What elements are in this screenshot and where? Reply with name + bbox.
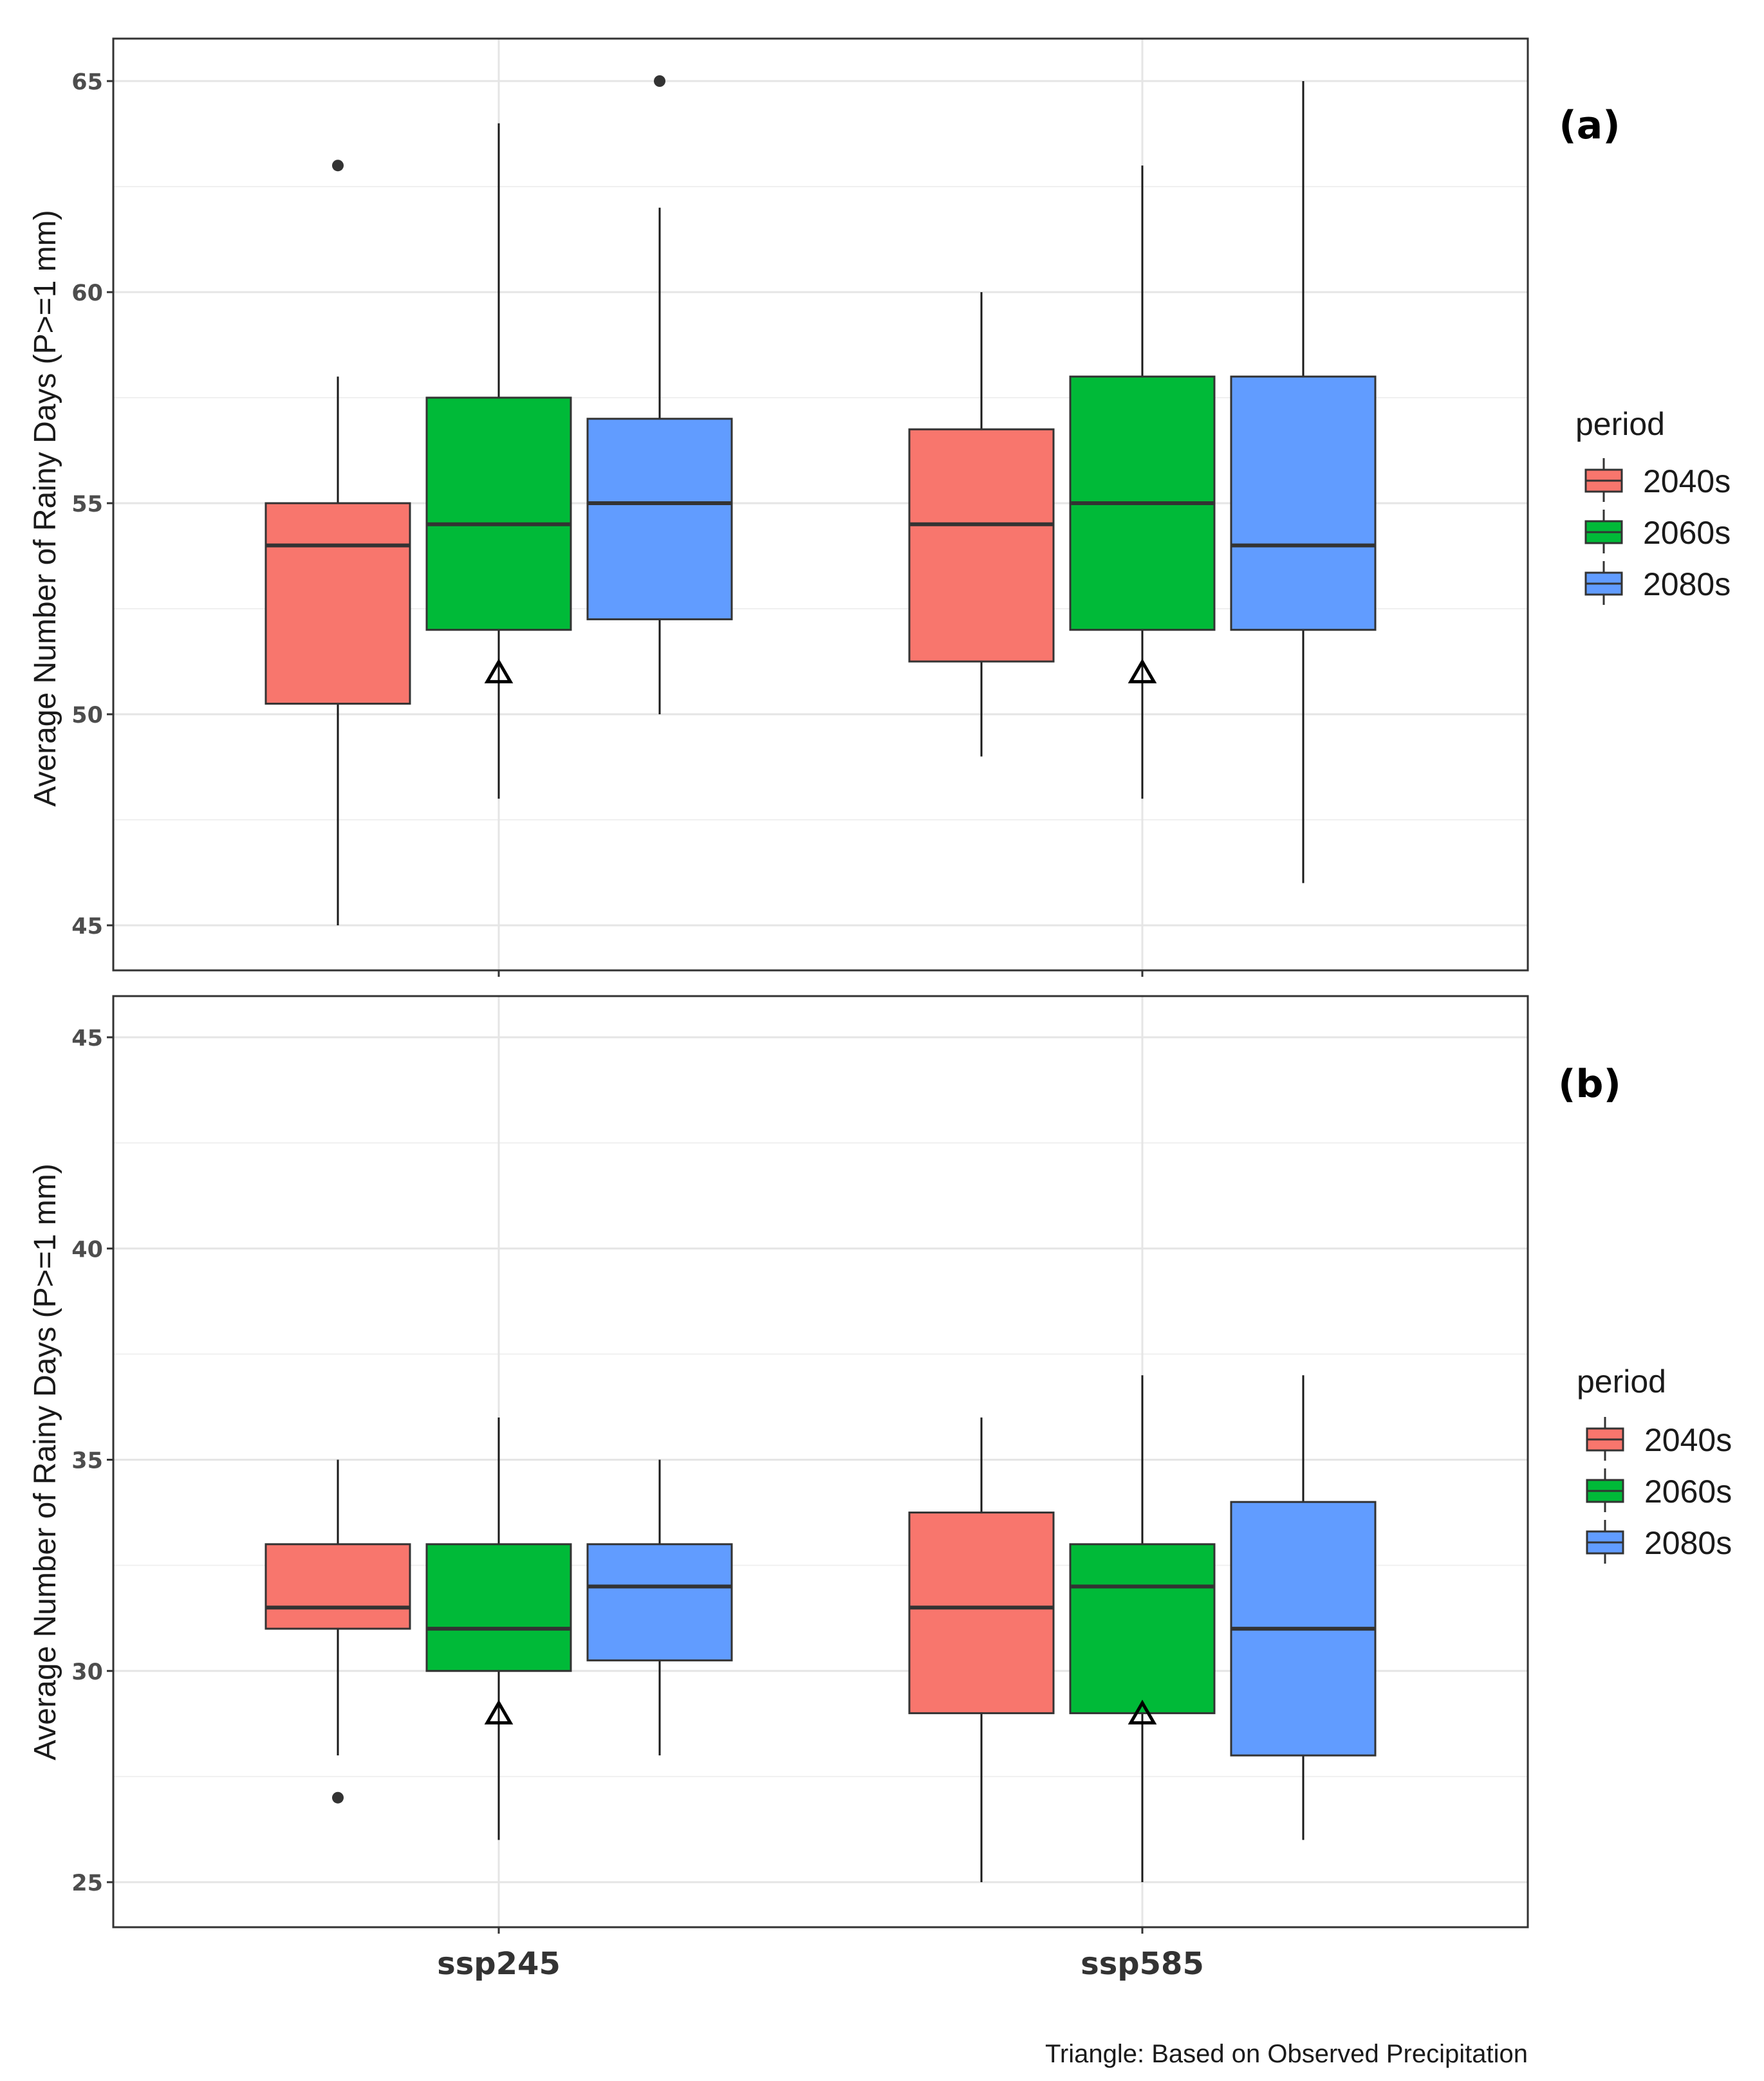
panel-b-ssp585-observed-triangle	[1128, 1699, 1157, 1725]
legend-label-2080s: 2080s	[1644, 1525, 1732, 1561]
legend-panel-b: period 2040s 2060s 2080s	[1577, 1364, 1732, 1564]
panel-b-y-tick-label-25: 25	[71, 1871, 103, 1896]
legend-label-2040s: 2040s	[1643, 463, 1731, 499]
panel-a-ssp245-observed-triangle	[484, 658, 514, 683]
legend-key-2040s	[1584, 458, 1623, 502]
panel-b-border	[112, 995, 1529, 1928]
panel-a-y-tick-label-65: 65	[71, 69, 103, 95]
legend-key-2080s	[1586, 1520, 1624, 1564]
panel-a-ssp245-2060s-box	[425, 396, 572, 631]
figure-caption: Triangle: Based on Observed Precipitatio…	[1045, 2040, 1528, 2068]
panel-a-tag: (a)	[1559, 103, 1620, 148]
panel-a-ssp245-2080s-outlier	[654, 75, 665, 87]
legend-label-2040s: 2040s	[1644, 1422, 1732, 1458]
legend-panel-a: period 2040s 2060s 2080s	[1575, 406, 1731, 605]
legend-label-2080s: 2080s	[1643, 566, 1731, 602]
panel-a-ssp585-observed-triangle	[1128, 658, 1157, 683]
panel-a-ssp585-2080s-box	[1230, 375, 1377, 631]
panel-a-y-tick-label-50: 50	[71, 703, 103, 728]
legend-key-2080s	[1584, 561, 1623, 605]
legend-label-2060s: 2060s	[1644, 1474, 1732, 1510]
panel-a-y-tick-label-60: 60	[71, 281, 103, 306]
panel-b-ssp585-2060s-box	[1069, 1543, 1216, 1714]
panel-b-y-tick-label-30: 30	[71, 1660, 103, 1685]
panel-a-ssp245-2040s-box	[265, 502, 411, 705]
panel-b-ssp245-2080s-box	[586, 1543, 733, 1661]
panel-b-ssp245-2040s-outlier	[332, 1791, 344, 1804]
x-tick-label-ssp245: ssp245	[437, 1946, 561, 1982]
plot-layer: 45 50 55 60 65 25 30 35 40 45	[71, 37, 1529, 1934]
panel-a-border	[112, 37, 1529, 972]
legend-label-2060s: 2060s	[1643, 515, 1731, 551]
legend-key-2060s	[1586, 1468, 1624, 1512]
panel-b-y-axis-label: Average Number of Rainy Days (P>=1 mm)	[28, 1163, 62, 1760]
x-tick-label-ssp585: ssp585	[1081, 1946, 1204, 1982]
panel-b-y-tick-label-40: 40	[71, 1237, 103, 1262]
panel-b-y-tick-label-45: 45	[71, 1026, 103, 1051]
panel-a-y-tick-label-55: 55	[71, 492, 103, 517]
legend-key-2040s	[1586, 1417, 1624, 1461]
panel-b-ssp245-observed-triangle	[484, 1699, 514, 1725]
panel-b-y-tick-label-35: 35	[71, 1448, 103, 1474]
legend-key-2060s	[1584, 510, 1623, 553]
panel-b-ssp585-2040s-box	[908, 1512, 1055, 1714]
panel-b-ssp245-2040s-box	[265, 1543, 411, 1630]
panel-a-ssp245-2040s-outlier	[332, 160, 344, 172]
panel-b-ssp245-2060s-box	[425, 1543, 572, 1672]
panel-b-tag: (b)	[1558, 1062, 1621, 1107]
panel-a-ssp245-2080s-box	[586, 418, 733, 620]
panel-a-y-axis-label: Average Number of Rainy Days (P>=1 mm)	[28, 210, 62, 806]
panel-a-y-tick-label-45: 45	[71, 914, 103, 939]
legend-title: period	[1577, 1364, 1666, 1400]
panel-a-ssp585-2040s-box	[908, 428, 1055, 663]
legend-title: period	[1575, 406, 1665, 442]
